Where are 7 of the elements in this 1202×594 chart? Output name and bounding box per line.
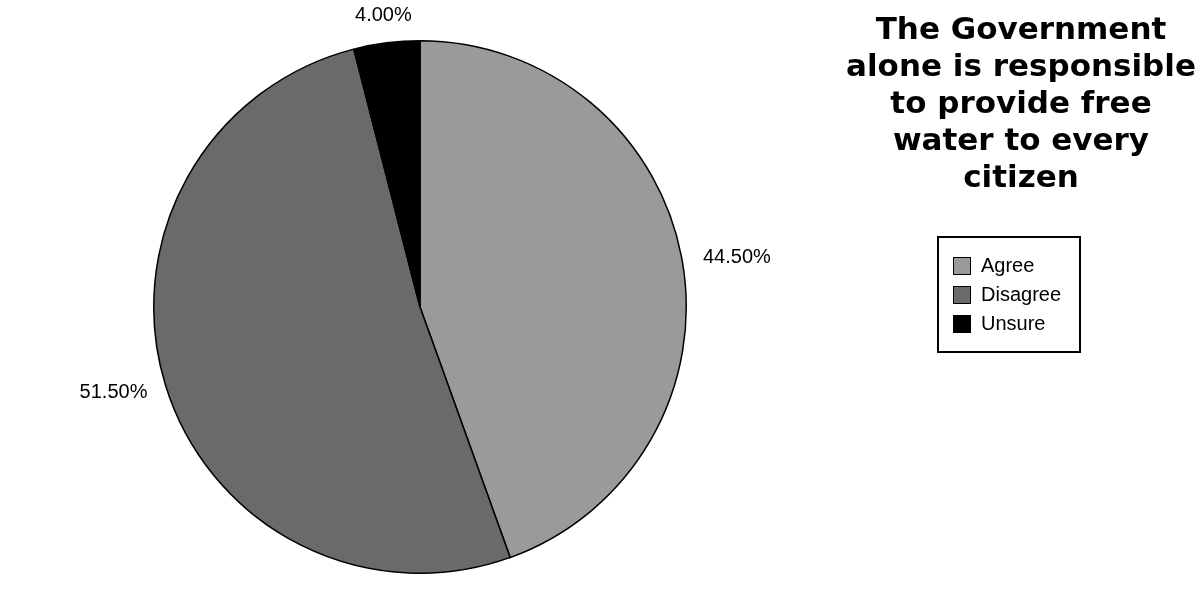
- data-label: 51.50%: [79, 379, 148, 402]
- data-label: 4.00%: [355, 2, 412, 25]
- text: The Government alone is responsible to provide free water to every citizen: [845, 10, 1197, 195]
- legend-label: Agree: [981, 254, 1035, 277]
- legend-label: Unsure: [981, 312, 1046, 335]
- data-label: 44.50%: [702, 244, 771, 267]
- legend-label: Disagree: [981, 283, 1062, 306]
